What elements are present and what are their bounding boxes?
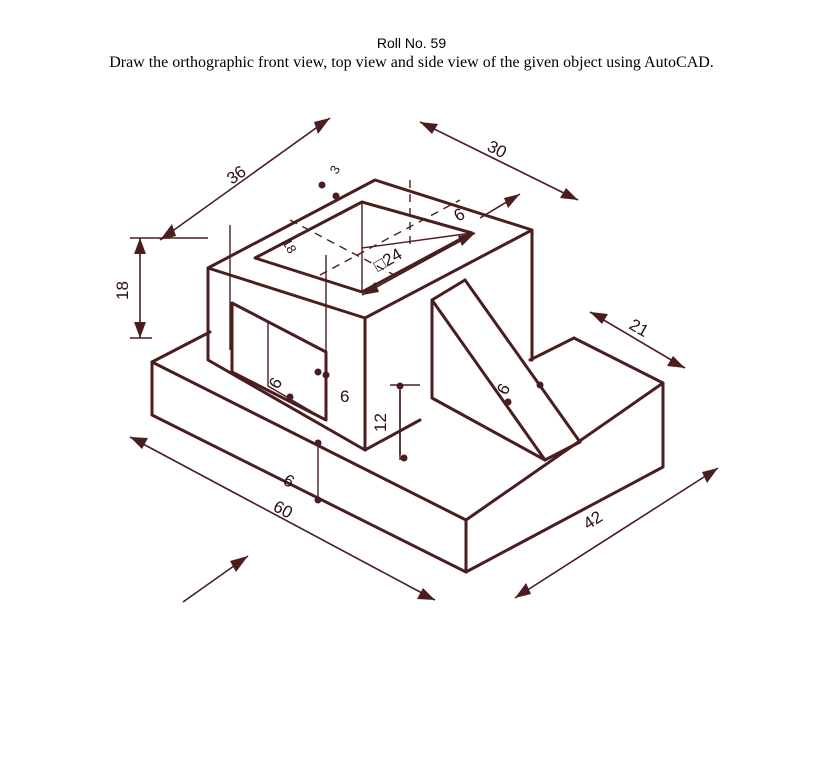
dim-42-label: 42 <box>580 507 606 533</box>
arrow <box>702 468 718 483</box>
dimension-dots <box>286 181 544 504</box>
dim-21-label: 21 <box>626 315 652 341</box>
rib-left <box>430 298 547 462</box>
dim-60-label: 60 <box>270 497 296 523</box>
rib-slope-back <box>463 278 582 444</box>
window-inner <box>231 302 327 421</box>
arrow <box>417 588 435 600</box>
dot <box>314 439 322 447</box>
arrow <box>134 322 146 338</box>
base-back-left <box>150 330 212 364</box>
arrow <box>504 194 520 208</box>
dot <box>504 398 512 406</box>
dim-18-height-label: 18 <box>113 281 132 300</box>
arrow <box>667 356 685 368</box>
arrow <box>515 583 531 598</box>
dot <box>396 382 404 390</box>
dim-18-inner-label: 18 <box>279 236 299 256</box>
front-window <box>230 301 328 422</box>
arrow <box>314 118 330 134</box>
dot <box>332 192 340 200</box>
base-block <box>150 330 665 574</box>
hidden-line-2 <box>319 199 461 276</box>
roll-number: Roll No. 59 <box>376 35 447 51</box>
dim-42-line <box>514 467 719 599</box>
dot <box>536 381 544 389</box>
upper-bottom-edge <box>363 418 422 452</box>
dim-36-label: 36 <box>223 162 249 188</box>
dot <box>314 496 322 504</box>
hidden-lines <box>289 180 461 279</box>
arrow <box>362 282 379 295</box>
rib-top <box>430 278 467 302</box>
hidden-line-1 <box>289 219 401 279</box>
dim-60-line <box>129 436 436 601</box>
dim-21-line <box>589 311 686 369</box>
rib-slope <box>430 298 547 462</box>
base-step <box>528 336 576 362</box>
arrow <box>560 188 578 200</box>
instruction-text: Draw the orthographic front view, top vi… <box>109 54 714 71</box>
dim-6-window-v-label: 6 <box>340 387 349 406</box>
dimension-lines <box>129 117 719 603</box>
dim-30-label: 30 <box>484 137 509 163</box>
dim-12-label: 12 <box>371 413 390 432</box>
dot <box>314 368 322 376</box>
arrow <box>160 224 176 240</box>
upper-front-face <box>206 266 367 452</box>
dim-3-label: 3 <box>327 163 344 177</box>
arrow <box>134 238 146 254</box>
dot <box>400 454 408 462</box>
arrow <box>590 312 608 324</box>
arrow <box>458 233 475 246</box>
dim-36-line <box>159 117 331 241</box>
base-top-edge <box>150 360 665 522</box>
dot <box>322 371 330 379</box>
view-direction-arrow <box>230 556 248 572</box>
arrow <box>130 437 148 449</box>
dim-24-line <box>361 232 476 296</box>
dot <box>286 393 294 401</box>
dot <box>318 181 326 189</box>
arrow <box>420 122 438 134</box>
base-outline <box>150 336 665 574</box>
dim-6-rib-label: 6 <box>493 380 514 398</box>
dim-30-line <box>419 121 579 201</box>
rib-foot <box>543 440 582 462</box>
